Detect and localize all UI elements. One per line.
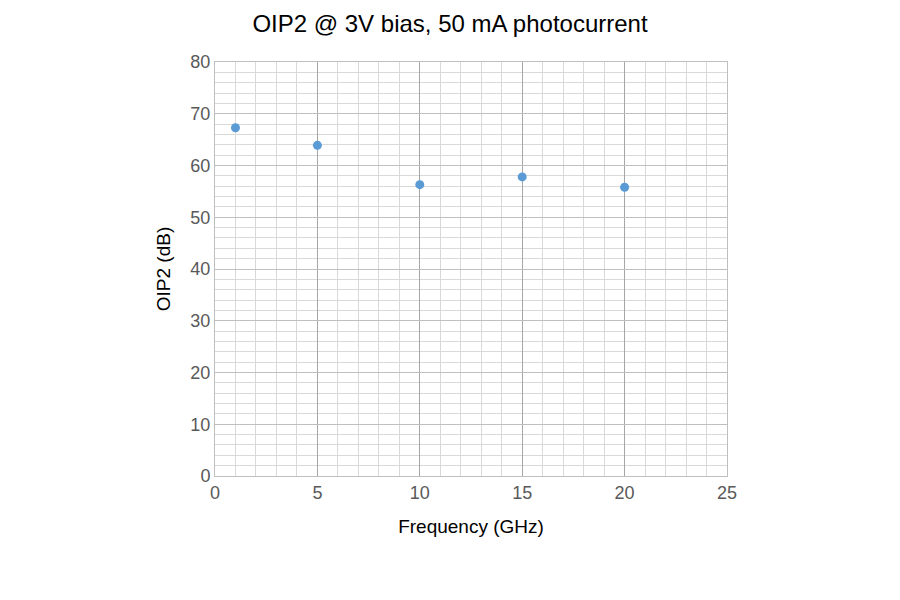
svg-text:5: 5 <box>312 483 322 503</box>
svg-text:OIP2 @ 3V bias, 50 mA photocur: OIP2 @ 3V bias, 50 mA photocurrent <box>252 10 648 37</box>
svg-text:50: 50 <box>190 208 210 228</box>
svg-text:20: 20 <box>190 363 210 383</box>
svg-text:70: 70 <box>190 104 210 124</box>
svg-text:40: 40 <box>190 259 210 279</box>
svg-text:25: 25 <box>717 483 737 503</box>
svg-text:60: 60 <box>190 156 210 176</box>
svg-text:OIP2 (dB): OIP2 (dB) <box>153 227 174 311</box>
svg-text:10: 10 <box>410 483 430 503</box>
svg-text:Frequency (GHz): Frequency (GHz) <box>398 516 544 537</box>
svg-text:0: 0 <box>200 466 210 486</box>
svg-text:0: 0 <box>210 483 220 503</box>
svg-text:15: 15 <box>512 483 532 503</box>
svg-text:20: 20 <box>615 483 635 503</box>
svg-text:10: 10 <box>190 415 210 435</box>
svg-text:30: 30 <box>190 311 210 331</box>
svg-text:80: 80 <box>190 52 210 72</box>
